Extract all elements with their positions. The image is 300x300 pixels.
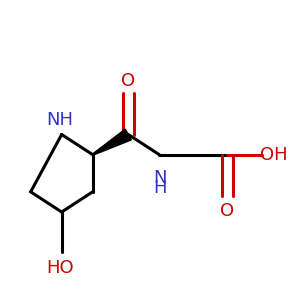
Text: N: N [153,169,167,187]
Text: OH: OH [260,146,287,164]
Text: O: O [220,202,235,220]
Text: HO: HO [46,259,74,277]
Polygon shape [92,129,131,155]
Text: NH: NH [46,111,74,129]
Text: H: H [153,179,167,197]
Text: O: O [121,72,135,90]
